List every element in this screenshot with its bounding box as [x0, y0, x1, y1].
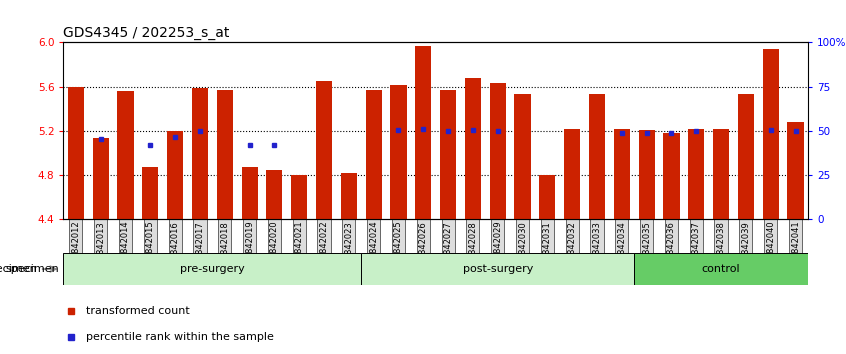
FancyBboxPatch shape [634, 253, 808, 285]
Text: specimen: specimen [0, 264, 36, 274]
Bar [266, 170, 283, 219]
Text: percentile rank within the sample: percentile rank within the sample [85, 332, 273, 342]
FancyBboxPatch shape [361, 253, 634, 285]
Bar [539, 175, 556, 219]
Text: transformed count: transformed count [85, 306, 190, 316]
Bar [192, 88, 208, 219]
Bar [713, 129, 729, 219]
Bar [564, 129, 580, 219]
Bar [68, 87, 84, 219]
Bar [440, 90, 456, 219]
Bar [688, 129, 705, 219]
Bar [490, 84, 506, 219]
Text: post-surgery: post-surgery [463, 264, 533, 274]
Bar [663, 133, 679, 219]
Bar [167, 131, 184, 219]
Bar [142, 167, 158, 219]
FancyBboxPatch shape [63, 253, 361, 285]
Bar [241, 167, 258, 219]
Bar [291, 175, 307, 219]
Bar [118, 91, 134, 219]
Bar [316, 81, 332, 219]
Bar [514, 95, 530, 219]
Text: pre-surgery: pre-surgery [180, 264, 244, 274]
Bar [589, 95, 605, 219]
Bar [415, 46, 431, 219]
Bar [639, 130, 655, 219]
Text: GDS4345 / 202253_s_at: GDS4345 / 202253_s_at [63, 26, 230, 40]
Bar [788, 122, 804, 219]
Bar [92, 138, 109, 219]
Bar [390, 85, 407, 219]
Bar [738, 95, 754, 219]
Bar [464, 78, 481, 219]
Text: specimen: specimen [5, 264, 59, 274]
Bar [341, 173, 357, 219]
Bar [365, 90, 382, 219]
Text: control: control [702, 264, 740, 274]
Bar [762, 49, 779, 219]
Bar [217, 90, 233, 219]
Bar [613, 129, 630, 219]
